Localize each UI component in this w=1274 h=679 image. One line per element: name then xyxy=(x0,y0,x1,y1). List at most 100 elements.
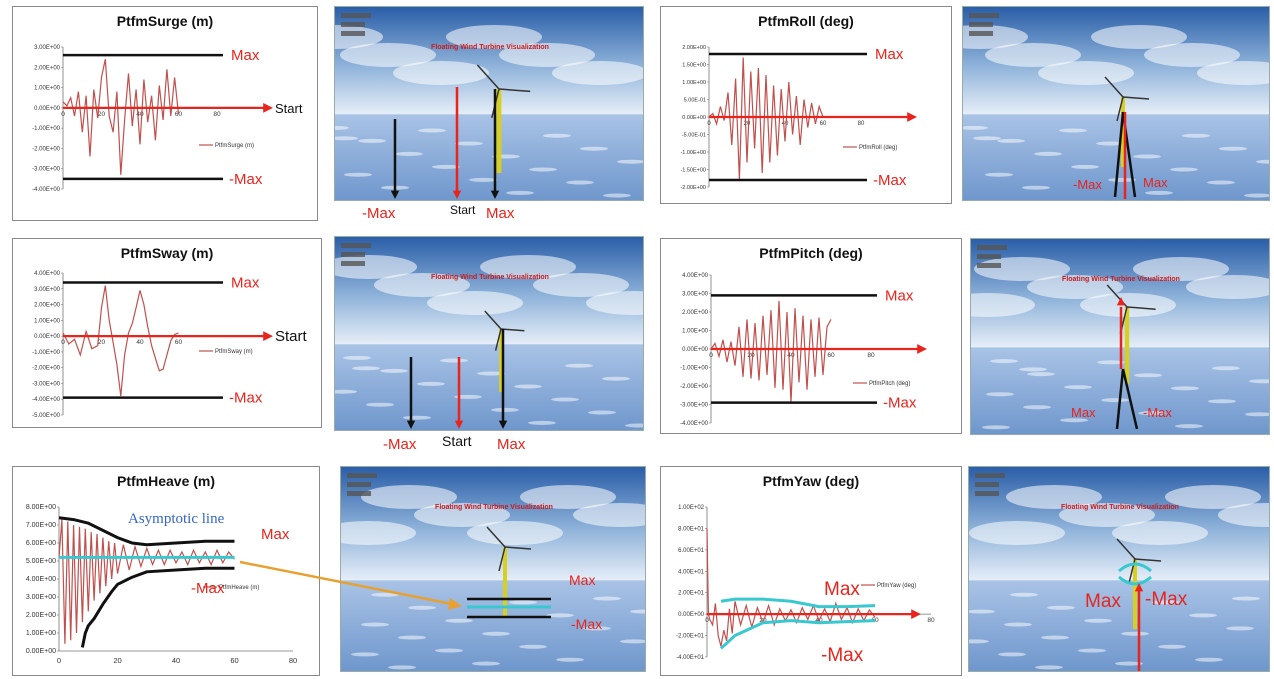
wave xyxy=(593,596,621,601)
menu-chip xyxy=(341,13,371,18)
wave xyxy=(1059,128,1087,133)
cloud xyxy=(374,273,470,297)
wave xyxy=(445,618,473,623)
legend-label: PtfmPitch (deg) xyxy=(869,381,910,387)
menu-chip xyxy=(977,254,1001,259)
scene-min-label: -Max xyxy=(1145,589,1188,610)
scene-min-label: -Max xyxy=(362,205,396,222)
wave xyxy=(398,635,426,640)
wave xyxy=(454,394,482,399)
scene-title: Floating Wind Turbine Visualization xyxy=(431,274,549,281)
start-label: Start xyxy=(275,101,303,116)
wave xyxy=(395,151,423,156)
wave xyxy=(491,407,519,412)
arrow-head xyxy=(498,420,508,429)
x-tick-label: 0 xyxy=(707,121,711,127)
y-tick-label: 1.00E+02 xyxy=(678,505,705,511)
x-tick-label: 60 xyxy=(175,339,183,346)
turbine-blade xyxy=(498,88,531,93)
scene-pitch-graphic: Floating Wind Turbine Visualization Max -M… xyxy=(971,239,1269,434)
cloud xyxy=(446,25,542,49)
x-tick-label: 60 xyxy=(175,111,183,118)
cloud xyxy=(985,43,1081,67)
x-tick-label: 40 xyxy=(136,339,144,346)
wave xyxy=(514,384,542,389)
cloud xyxy=(1027,275,1123,299)
legend-label: PtfmRoll (deg) xyxy=(859,145,897,151)
wave xyxy=(388,665,416,670)
y-tick-label: 1.00E+00 xyxy=(682,80,706,86)
menu-chip xyxy=(341,261,365,266)
turbine-blade xyxy=(1134,558,1162,562)
chart-title: PtfmPitch (deg) xyxy=(759,245,863,261)
max-label: Max xyxy=(885,287,914,304)
menu-chip xyxy=(975,473,1005,478)
scene-max-label: Max xyxy=(486,205,515,222)
wave xyxy=(617,159,643,164)
y-tick-label: 6.00E+01 xyxy=(678,548,705,554)
chart-surge: 3.00E+00 2.00E+00 1.00E+00 0.00E+00 -1.00E+0… xyxy=(32,45,303,193)
wave xyxy=(1034,151,1062,156)
wave xyxy=(1047,605,1075,610)
y-tick-label: 8.00E+01 xyxy=(678,526,705,532)
wave xyxy=(997,138,1025,143)
motion-arrow xyxy=(1113,111,1125,198)
scene-sway-graphic: Floating Wind Turbine Visualization xyxy=(335,237,643,430)
wave xyxy=(1064,385,1092,390)
wave xyxy=(1027,372,1055,377)
motion-arrow xyxy=(1115,368,1125,430)
wave xyxy=(1035,665,1063,670)
motion-arrow xyxy=(1121,368,1139,430)
y-tick-label: -4.00E+00 xyxy=(680,421,709,427)
y-tick-label: 2.00E+00 xyxy=(26,612,56,619)
wave xyxy=(1145,190,1173,195)
wave xyxy=(985,172,1013,177)
scene-max-label: Max xyxy=(569,572,595,588)
wave xyxy=(482,631,510,636)
arrow-head xyxy=(1116,297,1126,306)
turbine-blade xyxy=(1116,538,1136,560)
wave xyxy=(990,359,1018,364)
y-tick-label: 3.00E+00 xyxy=(34,287,61,293)
scene-pitch: Floating Wind Turbine Visualization Max -M… xyxy=(970,238,1270,435)
scene-title: Floating Wind Turbine Visualization xyxy=(431,44,549,51)
scene-max-label: Max xyxy=(1085,591,1121,612)
cloud xyxy=(499,43,595,67)
wave xyxy=(1171,386,1199,391)
x-tick-label: 40 xyxy=(172,656,180,665)
scene-start-label: Start xyxy=(450,203,476,217)
wave xyxy=(1244,193,1269,198)
wave xyxy=(1078,648,1106,653)
y-tick-label: 0.00E+00 xyxy=(682,347,709,353)
wave xyxy=(380,368,408,373)
turbine-blade xyxy=(476,64,500,90)
menu-chip xyxy=(969,31,993,36)
wave xyxy=(546,613,574,618)
wave xyxy=(969,609,995,614)
wave xyxy=(630,609,645,614)
y-tick-label: 0.00E+00 xyxy=(682,115,706,121)
chart-panel-heave: PtfmHeave (m) 8.00E+00 7.00E+00 6.00E+00 5.… xyxy=(12,466,320,676)
arrow-head xyxy=(1134,583,1144,592)
wave xyxy=(565,363,593,368)
legend-label: PtfmSway (m) xyxy=(215,349,253,355)
wave xyxy=(1195,657,1223,662)
series-line xyxy=(706,528,876,647)
turbine-blade xyxy=(484,310,502,330)
x-tick-label: 0 xyxy=(61,339,65,346)
wave xyxy=(1023,405,1051,410)
menu-chip xyxy=(969,22,993,27)
series-line xyxy=(62,59,180,175)
sea xyxy=(335,114,643,200)
cloud xyxy=(1144,43,1240,67)
cloud xyxy=(1186,275,1269,299)
wave xyxy=(1133,154,1161,159)
x-tick-label: 60 xyxy=(827,352,835,359)
wave xyxy=(1219,146,1247,151)
scene-surge: Floating Wind Turbine Visualization xyxy=(334,6,644,201)
wave xyxy=(1207,180,1235,185)
turbine-blade xyxy=(494,328,502,351)
wave xyxy=(361,622,389,627)
scene-min-label: -Max xyxy=(383,436,417,453)
menu-chip xyxy=(969,13,999,18)
